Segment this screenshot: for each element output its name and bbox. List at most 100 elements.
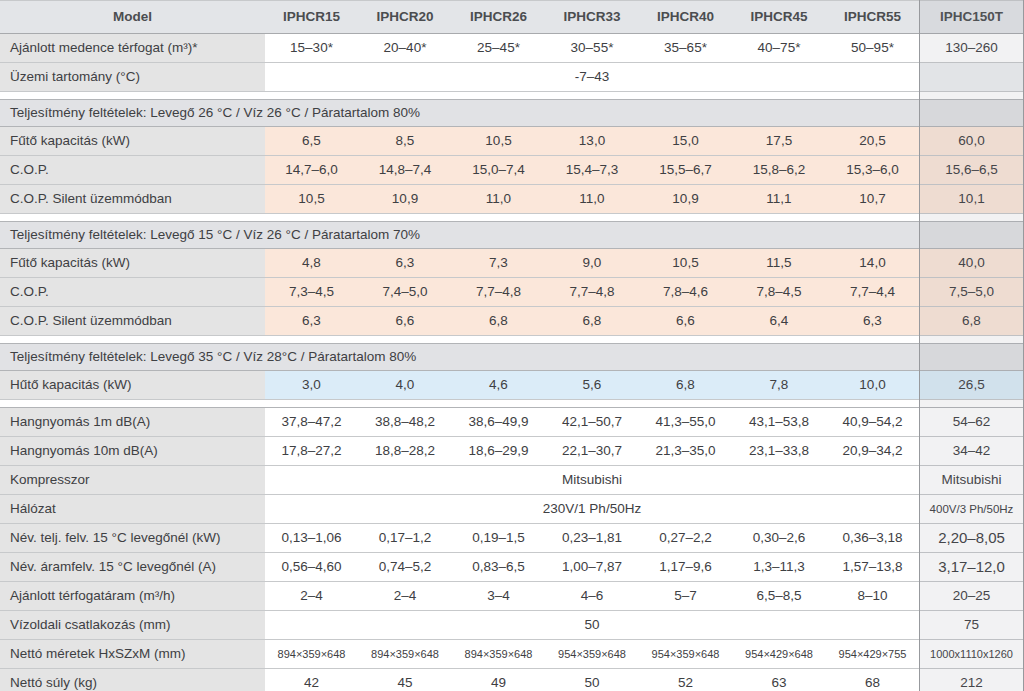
cell-value: 4,0	[358, 371, 452, 400]
cell-value: 4–6	[545, 582, 639, 611]
last-column-value: 212	[919, 669, 1024, 691]
cell-value: 1,3–11,3	[732, 553, 826, 582]
cell-value: 14,0	[826, 249, 919, 278]
cell-value: 52	[639, 669, 732, 691]
cell-value: 14,8–7,4	[358, 156, 452, 185]
cell-value: 7,8–4,6	[639, 278, 732, 307]
cell-value: 41,3–55,0	[639, 407, 732, 437]
cell-value: 15,0	[639, 127, 732, 156]
last-column-value: 15,6–6,5	[919, 156, 1024, 185]
last-column-value: 400V/3 Ph/50Hz	[919, 495, 1024, 524]
section-spacer	[0, 214, 1024, 221]
cell-value: 4,8	[265, 249, 358, 278]
cell-value: 1,57–13,8	[826, 553, 919, 582]
cell-value: 5,6	[545, 371, 639, 400]
cell-value: 11,5	[732, 249, 826, 278]
cell-value: 894×359×648	[358, 640, 452, 669]
last-column-value: 60,0	[919, 127, 1024, 156]
row-label: Hangnyomás 10m dB(A)	[0, 437, 265, 466]
shared-value: -7–43	[265, 63, 919, 92]
cell-value: 0,83–6,5	[452, 553, 545, 582]
cell-value: 6,4	[732, 307, 826, 336]
cell-value: 8–10	[826, 582, 919, 611]
row-label: Név. telj. felv. 15 °C levegőnél (kW)	[0, 524, 265, 553]
spec-row-huto-kapacitas: Hűtő kapacitás (kW)3,04,04,65,66,87,810,…	[0, 371, 1024, 400]
last-column-value: 75	[919, 611, 1024, 640]
shared-value: 50	[265, 611, 919, 640]
cell-value: 10,5	[639, 249, 732, 278]
row-label: Fűtő kapacitás (kW)	[0, 127, 265, 156]
section-spacer	[0, 92, 1024, 99]
spec-row-futo-kapacitas-2: Fűtő kapacitás (kW)4,86,37,39,010,511,51…	[0, 249, 1024, 278]
spec-row-vizoldali-csatlakozas: Vízoldali csatlakozás (mm)5075	[0, 611, 1024, 640]
spec-table-wrap: ModelIPHCR15IPHCR20IPHCR26IPHCR33IPHCR40…	[0, 0, 1024, 691]
spec-row-uzemi-tartomany: Üzemi tartomány (°C)-7–43	[0, 63, 1024, 92]
cell-value: 8,5	[358, 127, 452, 156]
cell-value: 6,5–8,5	[732, 582, 826, 611]
cell-value: 30–55*	[545, 34, 639, 63]
cell-value: 954×359×648	[639, 640, 732, 669]
spec-row-section-26-26-80: Teljesítmény feltételek: Levegő 26 °C / …	[0, 99, 1024, 127]
spec-row-nev-telj-felv: Név. telj. felv. 15 °C levegőnél (kW)0,1…	[0, 524, 1024, 553]
cell-value: 0,27–2,2	[639, 524, 732, 553]
spec-row-halozat: Hálózat230V/1 Ph/50Hz400V/3 Ph/50Hz	[0, 495, 1024, 524]
cell-value: 10,0	[826, 371, 919, 400]
cell-value: 18,6–29,9	[452, 437, 545, 466]
cell-value: 0,17–1,2	[358, 524, 452, 553]
cell-value: 18,8–28,2	[358, 437, 452, 466]
cell-value: 50	[545, 669, 639, 691]
cell-value: 10,9	[358, 185, 452, 214]
cell-value: 6,6	[639, 307, 732, 336]
cell-value: 20–40*	[358, 34, 452, 63]
column-header-iphcr45: IPHCR45	[732, 0, 826, 34]
cell-value: 7,8	[732, 371, 826, 400]
cell-value: 7,7–4,8	[545, 278, 639, 307]
cell-value: 6,8	[639, 371, 732, 400]
last-column-value: 10,1	[919, 185, 1024, 214]
cell-value: 42	[265, 669, 358, 691]
table-header: ModelIPHCR15IPHCR20IPHCR26IPHCR33IPHCR40…	[0, 0, 1024, 34]
cell-value: 11,0	[545, 185, 639, 214]
row-label: C.O.P.	[0, 278, 265, 307]
cell-value: 50–95*	[826, 34, 919, 63]
cell-value: 42,1–50,7	[545, 407, 639, 437]
cell-value: 10,5	[265, 185, 358, 214]
cell-value: 49	[452, 669, 545, 691]
cell-value: 0,36–3,18	[826, 524, 919, 553]
cell-value: 15,3–6,0	[826, 156, 919, 185]
column-header-iphcr20: IPHCR20	[358, 0, 452, 34]
cell-value: 0,74–5,2	[358, 553, 452, 582]
spec-row-ajanlott-terfogataram: Ajánlott térfogatáram (m³/h)2–42–43–44–6…	[0, 582, 1024, 611]
section-title: Teljesítmény feltételek: Levegő 35 °C / …	[0, 343, 1024, 371]
cell-value: 6,8	[545, 307, 639, 336]
spec-row-futo-kapacitas-1: Fűtő kapacitás (kW)6,58,510,513,015,017,…	[0, 127, 1024, 156]
section-title: Teljesítmény feltételek: Levegő 26 °C / …	[0, 99, 1024, 127]
cell-value: 0,13–1,06	[265, 524, 358, 553]
cell-value: 5–7	[639, 582, 732, 611]
cell-value: 1,00–7,87	[545, 553, 639, 582]
spec-row-section-15-26-70: Teljesítmény feltételek: Levegő 15 °C / …	[0, 221, 1024, 249]
last-column-value: 34–42	[919, 437, 1024, 466]
cell-value: 4,6	[452, 371, 545, 400]
spec-row-ajanlott-medence-terfogat: Ajánlott medence térfogat (m³)*15–30*20–…	[0, 34, 1024, 63]
cell-value: 35–65*	[639, 34, 732, 63]
cell-value: 2–4	[358, 582, 452, 611]
column-header-iphc150t: IPHC150T	[919, 0, 1024, 34]
cell-value: 43,1–53,8	[732, 407, 826, 437]
spec-row-cop-2: C.O.P.7,3–4,57,4–5,07,7–4,87,7–4,87,8–4,…	[0, 278, 1024, 307]
cell-value: 14,7–6,0	[265, 156, 358, 185]
last-column-value: 1000x1110x1260	[919, 640, 1024, 669]
cell-value: 7,3	[452, 249, 545, 278]
header-row: ModelIPHCR15IPHCR20IPHCR26IPHCR33IPHCR40…	[0, 0, 1024, 34]
last-column-value: 6,8	[919, 307, 1024, 336]
row-label: Ajánlott térfogatáram (m³/h)	[0, 582, 265, 611]
last-column-value: 3,17–12,0	[919, 553, 1024, 582]
cell-value: 21,3–35,0	[639, 437, 732, 466]
cell-value: 3–4	[452, 582, 545, 611]
cell-value: 6,3	[265, 307, 358, 336]
section-title: Teljesítmény feltételek: Levegő 15 °C / …	[0, 221, 1024, 249]
cell-value: 0,19–1,5	[452, 524, 545, 553]
cell-value: 10,7	[826, 185, 919, 214]
cell-value: 1,17–9,6	[639, 553, 732, 582]
table-body: Ajánlott medence térfogat (m³)*15–30*20–…	[0, 34, 1024, 691]
